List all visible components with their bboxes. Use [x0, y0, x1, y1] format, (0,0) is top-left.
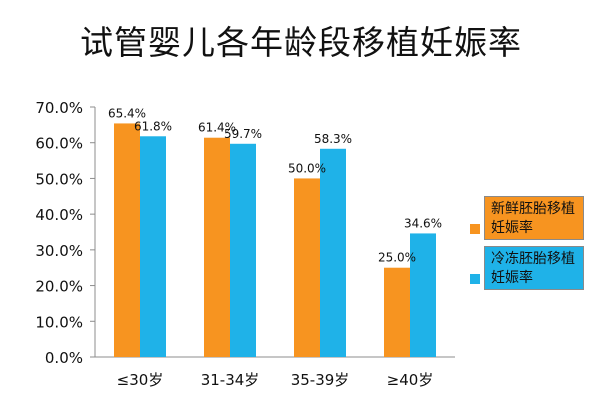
- y-tick-label: 70.0%: [35, 99, 83, 117]
- y-tick-label: 10.0%: [35, 313, 83, 331]
- bar-fresh: [204, 137, 230, 357]
- data-label: 61.8%: [134, 119, 172, 133]
- bars: [114, 123, 436, 357]
- data-labels: 65.4%61.8% 61.4%59.7% 50.0% 58.3% 25.0% 34.6%: [108, 106, 442, 264]
- x-tick-label: ≤30岁: [117, 371, 164, 389]
- y-tick-label: 20.0%: [35, 278, 83, 296]
- y-tick-label: 60.0%: [35, 135, 83, 153]
- data-label: 65.4%: [108, 106, 146, 120]
- y-tick-labels: 0.0% 10.0% 20.0% 30.0% 40.0% 50.0% 60.0% 70.0%: [35, 99, 83, 367]
- bar-frozen: [140, 136, 166, 357]
- legend-label-frozen: 冷冻胚胎移植妊娠率: [484, 246, 584, 290]
- data-label: 50.0%: [288, 161, 326, 175]
- chart-title: 试管婴儿各年龄段移植妊娠率: [80, 23, 522, 62]
- legend-item-frozen: 冷冻胚胎移植妊娠率: [470, 246, 590, 290]
- bar-fresh: [294, 178, 320, 357]
- y-tick-label: 50.0%: [35, 170, 83, 188]
- x-tick-labels: ≤30岁 31-34岁 35-39岁 ≥40岁: [117, 371, 434, 389]
- data-label: 61.4%: [198, 121, 236, 135]
- legend: 新鲜胚胎移植妊娠率 冷冻胚胎移植妊娠率: [470, 196, 590, 296]
- bar-frozen: [410, 233, 436, 357]
- legend-swatch-frozen: [470, 274, 480, 284]
- legend-swatch-fresh: [470, 224, 480, 234]
- data-label: 58.3%: [314, 132, 352, 146]
- bar-fresh: [384, 267, 410, 357]
- bar-frozen: [230, 143, 256, 357]
- data-label: 25.0%: [378, 251, 416, 265]
- y-tick-label: 40.0%: [35, 206, 83, 224]
- x-tick-label: ≥40岁: [387, 371, 434, 389]
- bar-fresh: [114, 123, 140, 357]
- bar-frozen: [320, 148, 346, 357]
- y-tick-label: 30.0%: [35, 242, 83, 260]
- legend-label-fresh: 新鲜胚胎移植妊娠率: [484, 196, 584, 240]
- data-label: 59.7%: [224, 127, 262, 141]
- x-tick-label: 35-39岁: [291, 371, 350, 389]
- y-tick-label: 0.0%: [45, 349, 83, 367]
- x-tick-label: 31-34岁: [201, 371, 260, 389]
- legend-item-fresh: 新鲜胚胎移植妊娠率: [470, 196, 590, 240]
- data-label: 34.6%: [404, 216, 442, 230]
